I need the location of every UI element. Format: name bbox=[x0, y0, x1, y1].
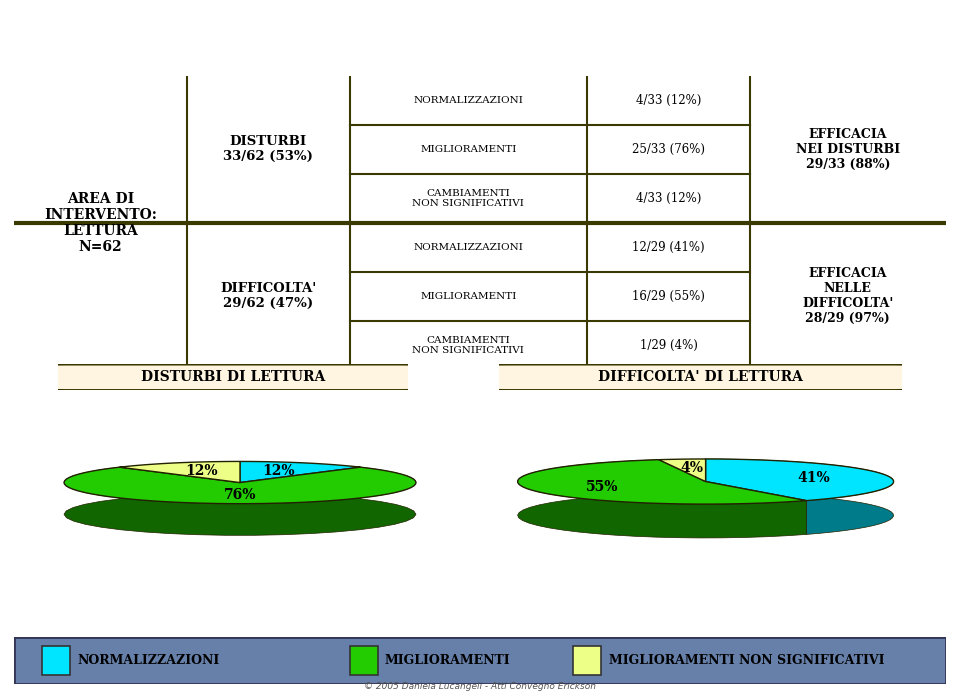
Polygon shape bbox=[64, 467, 416, 536]
Bar bbox=[588, 321, 750, 370]
Text: MIGLIORAMENTI: MIGLIORAMENTI bbox=[420, 292, 516, 301]
Text: 55%: 55% bbox=[586, 480, 618, 494]
Bar bbox=[349, 272, 588, 321]
Polygon shape bbox=[659, 459, 706, 482]
Bar bbox=[588, 125, 750, 174]
Text: NORMALIZZAZIONI: NORMALIZZAZIONI bbox=[414, 96, 523, 105]
Text: 1/29 (4%): 1/29 (4%) bbox=[639, 339, 698, 352]
Polygon shape bbox=[517, 460, 806, 504]
Text: 25/33 (76%): 25/33 (76%) bbox=[632, 143, 705, 156]
Text: 4%: 4% bbox=[680, 461, 703, 475]
Text: DIFFICOLTA'
29/62 (47%): DIFFICOLTA' 29/62 (47%) bbox=[220, 282, 316, 310]
FancyBboxPatch shape bbox=[487, 364, 915, 390]
Polygon shape bbox=[706, 459, 894, 500]
Text: DISTURBI DI LETTURA: DISTURBI DI LETTURA bbox=[141, 370, 324, 384]
Text: 4/33 (12%): 4/33 (12%) bbox=[636, 192, 701, 205]
Text: DISTURBI
33/62 (53%): DISTURBI 33/62 (53%) bbox=[224, 135, 313, 164]
Text: EFFICACIA
NELLE
DIFFICOLTA'
28/29 (97%): EFFICACIA NELLE DIFFICOLTA' 28/29 (97%) bbox=[803, 267, 894, 325]
Bar bbox=[349, 647, 377, 674]
Bar bbox=[573, 647, 601, 674]
Text: EFFICACIA INTERVENTI LETTURA: EFFICACIA INTERVENTI LETTURA bbox=[70, 15, 890, 57]
Text: 76%: 76% bbox=[224, 489, 256, 502]
Text: EFFICACIA
NEI DISTURBI
29/33 (88%): EFFICACIA NEI DISTURBI 29/33 (88%) bbox=[796, 128, 900, 171]
Text: MIGLIORAMENTI: MIGLIORAMENTI bbox=[420, 145, 516, 154]
Bar bbox=[588, 174, 750, 223]
Bar bbox=[349, 125, 588, 174]
Polygon shape bbox=[706, 459, 894, 534]
Text: AREA DI
INTERVENTO:
LETTURA
N=62: AREA DI INTERVENTO: LETTURA N=62 bbox=[44, 191, 157, 254]
Text: CAMBIAMENTI
NON SIGNIFICATIVI: CAMBIAMENTI NON SIGNIFICATIVI bbox=[413, 336, 524, 355]
Text: 16/29 (55%): 16/29 (55%) bbox=[632, 290, 705, 303]
Text: 12%: 12% bbox=[185, 464, 217, 477]
Text: DIFFICOLTA' DI LETTURA: DIFFICOLTA' DI LETTURA bbox=[598, 370, 804, 384]
Text: NORMALIZZAZIONI: NORMALIZZAZIONI bbox=[414, 243, 523, 252]
Bar bbox=[588, 272, 750, 321]
Text: CAMBIAMENTI
NON SIGNIFICATIVI: CAMBIAMENTI NON SIGNIFICATIVI bbox=[413, 189, 524, 208]
Text: 41%: 41% bbox=[798, 471, 830, 485]
Text: MIGLIORAMENTI NON SIGNIFICATIVI: MIGLIORAMENTI NON SIGNIFICATIVI bbox=[609, 654, 884, 667]
Bar bbox=[349, 321, 588, 370]
Text: 12/29 (41%): 12/29 (41%) bbox=[633, 241, 705, 254]
Bar bbox=[349, 76, 588, 125]
Bar bbox=[588, 223, 750, 272]
Bar bbox=[349, 223, 588, 272]
Polygon shape bbox=[240, 462, 361, 482]
Text: 12%: 12% bbox=[263, 464, 295, 477]
Polygon shape bbox=[517, 460, 806, 538]
Text: NORMALIZZAZIONI: NORMALIZZAZIONI bbox=[78, 654, 220, 667]
Bar bbox=[588, 76, 750, 125]
Polygon shape bbox=[64, 467, 416, 504]
Polygon shape bbox=[119, 462, 240, 482]
Text: © 2005 Daniela Lucangeli - Atti Convegno Erickson: © 2005 Daniela Lucangeli - Atti Convegno… bbox=[364, 682, 596, 691]
Text: MIGLIORAMENTI: MIGLIORAMENTI bbox=[385, 654, 511, 667]
Bar bbox=[42, 647, 70, 674]
Text: 4/33 (12%): 4/33 (12%) bbox=[636, 94, 701, 107]
Bar bbox=[349, 174, 588, 223]
FancyBboxPatch shape bbox=[47, 364, 419, 390]
